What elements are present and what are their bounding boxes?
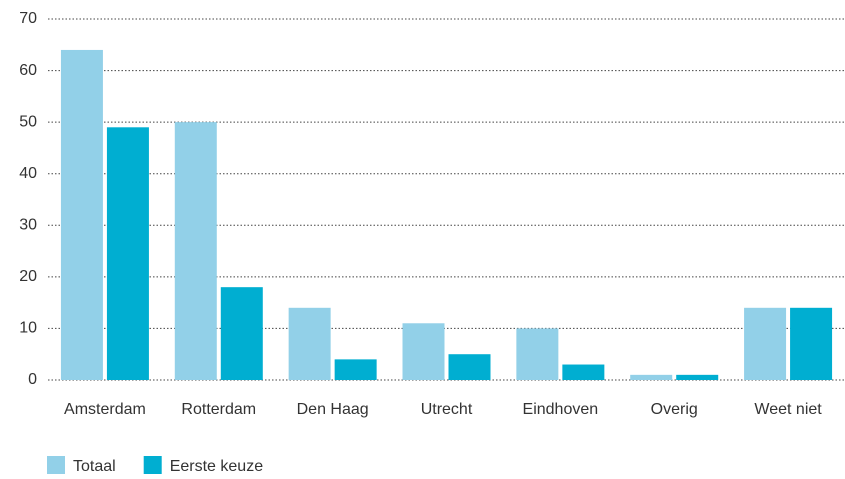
x-tick-label: Amsterdam bbox=[64, 401, 146, 418]
bar bbox=[744, 307, 787, 380]
bar bbox=[790, 307, 833, 380]
bar bbox=[402, 323, 445, 380]
legend-label: Totaal bbox=[73, 458, 116, 475]
y-tick-label: 10 bbox=[19, 320, 37, 337]
legend-swatch bbox=[47, 456, 65, 474]
y-tick-label: 70 bbox=[19, 10, 37, 27]
x-tick-label: Rotterdam bbox=[181, 401, 256, 418]
x-tick-label: Eindhoven bbox=[523, 401, 599, 418]
legend-label: Eerste keuze bbox=[170, 458, 263, 475]
bar bbox=[676, 374, 719, 380]
x-tick-label: Overig bbox=[651, 401, 698, 418]
legend-swatch bbox=[143, 456, 162, 474]
bar bbox=[174, 122, 217, 381]
bar bbox=[106, 127, 149, 380]
y-tick-label: 50 bbox=[19, 113, 37, 130]
y-tick-label: 40 bbox=[19, 165, 37, 182]
y-tick-label: 0 bbox=[28, 371, 37, 388]
y-tick-label: 30 bbox=[19, 217, 37, 234]
bar bbox=[630, 374, 673, 380]
bar bbox=[334, 359, 377, 380]
x-tick-label: Weet niet bbox=[754, 401, 822, 418]
bar bbox=[288, 307, 331, 380]
bar bbox=[60, 49, 103, 380]
y-tick-label: 20 bbox=[19, 268, 37, 285]
y-tick-label: 60 bbox=[19, 62, 37, 79]
bar bbox=[448, 354, 491, 380]
bar bbox=[220, 287, 263, 380]
bar bbox=[516, 328, 559, 380]
x-tick-label: Utrecht bbox=[421, 401, 473, 418]
x-tick-label: Den Haag bbox=[297, 401, 369, 418]
bar bbox=[562, 364, 605, 380]
